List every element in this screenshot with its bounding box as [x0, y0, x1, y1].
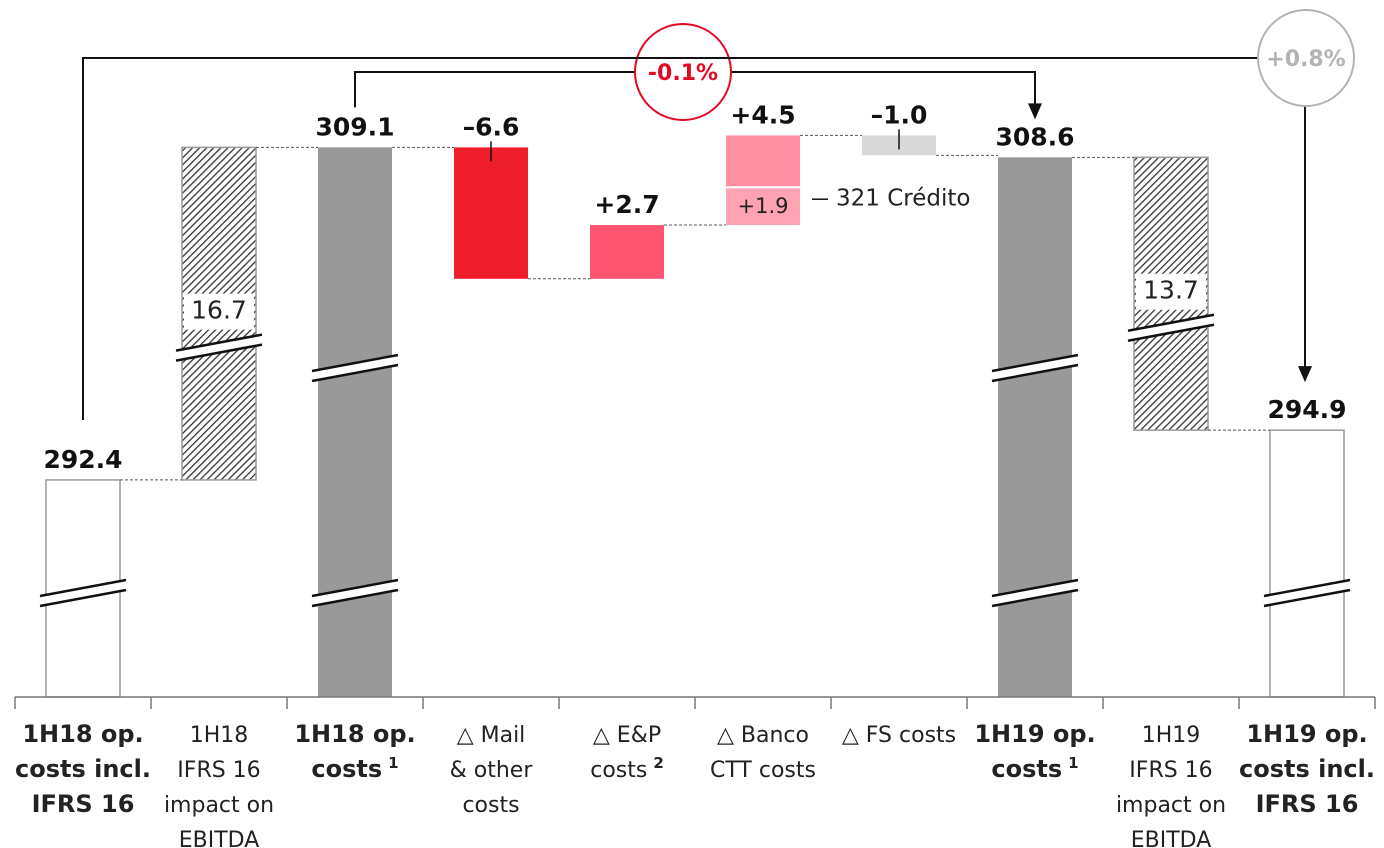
- x-tick-label: IFRS 16: [177, 758, 260, 783]
- value-label: –1.0: [871, 100, 928, 129]
- x-tick-label: costs 1: [311, 754, 398, 783]
- axis-break-line: [1127, 313, 1215, 332]
- axis-break-line: [991, 363, 1079, 383]
- bar: [998, 157, 1072, 697]
- value-label: 16.7: [191, 296, 247, 325]
- x-tick-label: impact on: [1116, 793, 1226, 818]
- annotation: 321 Crédito: [836, 186, 970, 212]
- label-box: [184, 293, 254, 330]
- axis-break-line: [1127, 323, 1215, 342]
- axis-break: [992, 355, 1078, 381]
- value-label: 309.1: [315, 112, 394, 141]
- axis-break-line: [991, 353, 1079, 373]
- value-label: +4.5: [730, 100, 795, 129]
- x-tick-label: CTT costs: [710, 758, 816, 783]
- segment-label: +1.9: [738, 194, 789, 218]
- x-tick-label: EBITDA: [1131, 828, 1212, 848]
- x-tick-label: costs incl.: [15, 755, 151, 783]
- value-label: 292.4: [43, 445, 122, 474]
- comparison-badge: [634, 23, 732, 121]
- x-tick-label: △ Mail: [457, 723, 526, 748]
- x-tick-label: IFRS 16: [1256, 790, 1359, 818]
- axis-break-line: [311, 578, 399, 598]
- value-label: 13.7: [1143, 276, 1199, 305]
- x-tick-label: costs 1: [991, 754, 1078, 783]
- axis-break-line: [39, 578, 127, 598]
- value-label: 294.9: [1267, 395, 1346, 424]
- axis-break: [992, 580, 1078, 606]
- x-tick-label: 1H19: [1142, 723, 1201, 748]
- axis-break: [176, 334, 262, 361]
- comparison-bracket: [82, 57, 1306, 420]
- footnote-marker: 2: [653, 754, 663, 772]
- axis-break: [312, 580, 398, 606]
- axis-break: [1128, 314, 1214, 341]
- comparison-label: -0.1%: [648, 61, 718, 86]
- overlay: 292.4 16.7 309.1 –6.6 +2.7 +4.5 +1.9 321 Crédit…: [39, 9, 1355, 608]
- x-tick-label: 1H19 op.: [1246, 720, 1367, 748]
- axis-break-line: [175, 343, 263, 362]
- x-tick-label: costs: [462, 793, 519, 818]
- axis-break-line: [175, 333, 263, 352]
- axis-break-line: [311, 588, 399, 608]
- x-tick-label: 1H19 op.: [974, 720, 1095, 748]
- comparison-badge: [1257, 9, 1355, 107]
- axis-break: [1264, 580, 1350, 606]
- footnote-marker: 1: [1068, 754, 1078, 772]
- axis-break-line: [991, 588, 1079, 608]
- arrow-head: [1028, 103, 1042, 120]
- value-label: +2.7: [594, 190, 659, 219]
- axis-break-line: [311, 353, 399, 373]
- bar: [1269, 429, 1345, 698]
- bar: [454, 147, 528, 279]
- comparison-label: +0.8%: [1266, 47, 1345, 72]
- x-tick-label: 1H18 op.: [294, 720, 415, 748]
- axis-break-line: [991, 578, 1079, 598]
- bars: [45, 134, 1345, 698]
- value-label: 308.6: [995, 122, 1074, 151]
- axis-break-line: [39, 588, 127, 608]
- x-tick-label: △ FS costs: [842, 723, 956, 748]
- x-tick-label: 1H18 op.: [22, 720, 143, 748]
- x-tick-label: △ E&P: [593, 723, 661, 748]
- x-tick-label: △ Banco: [717, 723, 809, 748]
- label-box: [1136, 273, 1206, 310]
- bar-segment: [726, 187, 800, 226]
- bar: [318, 147, 392, 697]
- x-tick-label: EBITDA: [179, 828, 260, 848]
- x-tick-label: costs 2: [590, 754, 664, 783]
- x-tick-label: 1H18: [190, 723, 249, 748]
- x-tick-label: IFRS 16: [1129, 758, 1212, 783]
- arrow-head: [1298, 366, 1312, 383]
- axis-break-line: [311, 363, 399, 383]
- footnote-marker: 1: [388, 754, 398, 772]
- bar: [590, 225, 664, 279]
- axis-break-line: [1263, 588, 1351, 608]
- x-tick-label: costs incl.: [1239, 755, 1375, 783]
- axis-break: [40, 580, 126, 606]
- x-tick-label: impact on: [164, 793, 274, 818]
- axis-break-line: [1263, 578, 1351, 598]
- axis-break: [312, 355, 398, 381]
- x-tick-label: IFRS 16: [32, 790, 135, 818]
- x-tick-label: & other: [450, 758, 534, 783]
- value-label: –6.6: [463, 112, 520, 141]
